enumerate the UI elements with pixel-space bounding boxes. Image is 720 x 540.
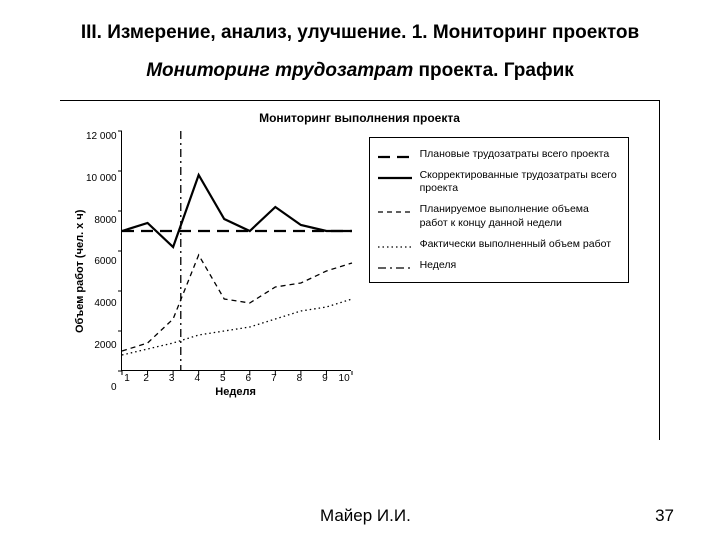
chart-body: Объем работ (чел. х ч) 12 000 10 000 8000 6… [72,131,647,411]
legend-swatch-actual_cum [378,243,412,251]
x-tick: 1 [121,373,134,384]
x-tick: 7 [261,373,287,384]
legend-row-corrected_total: Скорректированные трудозатраты всего про… [378,165,620,199]
legend-label-planned_cum: Планируемое выполнение объема работ к ко… [420,203,620,229]
series-planned_cum [122,255,352,351]
legend-swatch-week_marker [378,264,412,272]
series-corrected_total [122,175,352,247]
y-tick: 10 000 [86,173,117,184]
x-tick: 10 [338,373,351,384]
heading-main: III. Измерение, анализ, улучшение. 1. Мо… [28,22,692,44]
legend-label-corrected_total: Скорректированные трудозатраты всего про… [420,169,620,195]
legend-swatch-planned_total [378,153,412,161]
legend-swatch-corrected_total [378,174,412,182]
plot-column: 12345678910 Неделя [121,131,351,411]
legend-row-actual_cum: Фактически выполненный объем работ [378,234,620,255]
legend: Плановые трудозатраты всего проекта Скорр… [369,137,629,283]
y-tick: 0 [86,382,117,393]
x-axis-label: Неделя [121,386,351,398]
legend-row-planned_cum: Планируемое выполнение объема работ к ко… [378,199,620,233]
y-tick: 4000 [86,298,117,309]
footer: Майер И.И. 37 [0,506,720,526]
x-tick: 5 [210,373,236,384]
legend-row-planned_total: Плановые трудозатраты всего проекта [378,144,620,165]
heading-sub: Мониторинг трудозатрат проекта. График [28,60,692,82]
heading-sub-rest: проекта. График [413,60,574,81]
x-ticks: 12345678910 [121,371,351,384]
y-tick: 12 000 [86,131,117,142]
footer-author: Майер И.И. [320,506,411,526]
x-tick: 6 [236,373,262,384]
y-tick: 8000 [86,215,117,226]
heading-sub-italic: Мониторинг трудозатрат [146,60,413,81]
x-tick: 3 [159,373,185,384]
series-actual_cum [122,299,352,355]
x-tick: 4 [184,373,210,384]
legend-label-actual_cum: Фактически выполненный объем работ [420,238,620,251]
legend-label-week_marker: Неделя [420,259,620,272]
footer-page: 37 [655,506,674,526]
x-tick: 8 [287,373,313,384]
legend-swatch-planned_cum [378,208,412,216]
slide: III. Измерение, анализ, улучшение. 1. Мо… [0,0,720,540]
y-ticks: 12 000 10 000 8000 6000 4000 2000 0 [86,131,121,411]
y-axis-label: Объем работ (чел. х ч) [72,131,86,411]
legend-label-planned_total: Плановые трудозатраты всего проекта [420,148,620,161]
plot-svg [122,131,352,371]
x-tick: 9 [312,373,338,384]
chart-frame: Мониторинг выполнения проекта Объем рабо… [60,100,660,440]
y-tick: 2000 [86,340,117,351]
legend-row-week_marker: Неделя [378,255,620,276]
plot-area [121,131,351,371]
x-tick: 2 [133,373,159,384]
chart-title: Мониторинг выполнения проекта [72,111,647,125]
y-tick: 6000 [86,256,117,267]
